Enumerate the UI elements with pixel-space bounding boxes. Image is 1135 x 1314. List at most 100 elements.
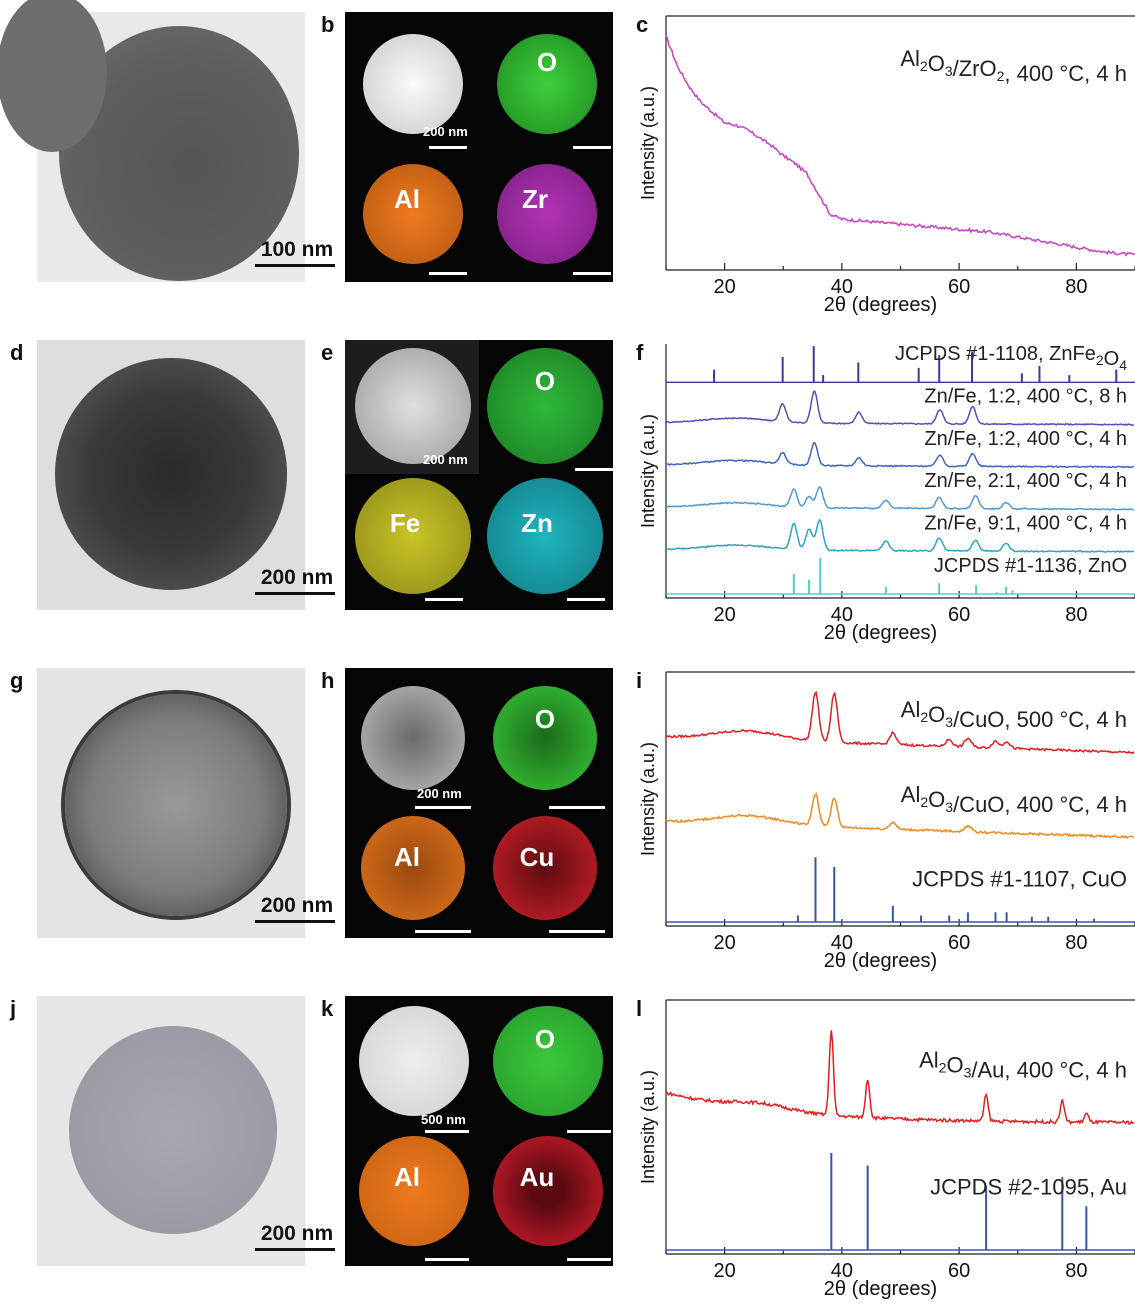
element-map	[497, 34, 597, 134]
panel-label-i: i	[636, 668, 643, 693]
row-2: d 200 nm e O Fe Zn 200 nm f 20 40 60 80 2θ (…	[0, 328, 1135, 656]
y-axis-label: Intensity (a.u.)	[638, 1070, 658, 1184]
map-scalebar	[549, 806, 605, 809]
tem-image-a: 100 nm	[0, 0, 335, 282]
x-tick-label: 80	[1065, 1260, 1087, 1282]
series-label: Zn/Fe, 9:1, 400 °C, 4 h	[924, 513, 1127, 535]
row-4: j 200 nm k O Al Au 500 nm l 20 40 60 80 2θ (…	[0, 984, 1135, 1312]
map-scalebar	[415, 806, 471, 809]
element-label: O	[534, 1024, 556, 1054]
series-line	[665, 390, 1134, 427]
element-label: Zn	[521, 508, 553, 538]
eds-map-e: O Fe Zn 200 nm	[345, 340, 613, 610]
element-map	[487, 478, 603, 594]
series-line	[665, 518, 1135, 554]
element-map	[493, 816, 597, 920]
series-label: JCPDS #1-1107, CuO	[912, 866, 1127, 891]
tem-sphere	[69, 1026, 277, 1234]
map-scalebar	[425, 598, 463, 601]
element-label: Cu	[519, 842, 555, 872]
series-label: Al2O3/Au, 400 °C, 4 h	[919, 1048, 1127, 1083]
element-label: Fe	[389, 508, 421, 538]
element-map	[359, 1136, 469, 1246]
tem-sphere	[65, 694, 287, 916]
x-tick-label: 60	[948, 604, 970, 626]
panel-label-f: f	[636, 340, 644, 365]
element-label: Al	[394, 184, 420, 214]
map-scalebar	[567, 1258, 611, 1261]
row-3: g 200 nm h O Al Cu 200 nm i 20 40 60 80 2θ (…	[0, 656, 1135, 984]
panel-label-c: c	[636, 12, 649, 37]
series-label: Al2O3/CuO, 400 °C, 4 h	[901, 782, 1127, 817]
panel-label-k: k	[321, 996, 334, 1021]
element-map	[487, 348, 603, 464]
x-tick-label: 40	[831, 932, 853, 954]
x-tick-label: 20	[714, 276, 736, 298]
x-axis-label: 2θ (degrees)	[824, 294, 937, 316]
map-scalebar	[575, 468, 613, 471]
series-label: JCPDS #1-1136, ZnO	[934, 555, 1127, 577]
tem-sphere-neighbor	[0, 0, 107, 152]
x-tick-label: 20	[714, 932, 736, 954]
y-axis-label: Intensity (a.u.)	[638, 414, 658, 528]
scalebar-label: 200 nm	[260, 566, 334, 589]
element-map	[363, 164, 463, 264]
x-tick-label: 20	[714, 604, 736, 626]
haadf-sphere	[361, 686, 465, 790]
tem-image-g: 200 nm	[37, 668, 335, 938]
element-map	[497, 164, 597, 264]
xrd-chart-c: 20 40 60 80 2θ (degrees) Intensity (a.u.) Al2O…	[638, 15, 1135, 316]
eds-map-k: O Al Au 500 nm	[345, 996, 613, 1266]
xrd-chart-i: 20 40 60 80 2θ (degrees) Intensity (a.u.) Al2O…	[638, 671, 1135, 972]
x-tick-label: 60	[948, 932, 970, 954]
panel-label-h: h	[321, 668, 335, 693]
series-line	[665, 1030, 1135, 1126]
scalebar	[255, 1248, 335, 1251]
eds-map-h: O Al Cu 200 nm	[345, 668, 613, 938]
tem-sphere	[55, 358, 287, 590]
map-scale-label: 200 nm	[423, 124, 468, 139]
panel-label-e: e	[321, 340, 334, 365]
series-line	[665, 441, 1134, 469]
panel-label-d: d	[10, 340, 24, 365]
scalebar	[255, 264, 335, 267]
map-scalebar	[573, 146, 611, 149]
element-label: O	[536, 47, 558, 77]
scalebar-label: 200 nm	[260, 1222, 334, 1245]
x-tick-label: 60	[948, 276, 970, 298]
panel-label-g: g	[10, 668, 24, 693]
series-label: JCPDS #1-1108, ZnFe2O4	[895, 343, 1127, 373]
series-line	[665, 690, 1135, 755]
map-scalebar	[429, 146, 467, 149]
x-axis-label: 2θ (degrees)	[824, 950, 937, 972]
series-label: Al2O3/CuO, 500 °C, 4 h	[901, 697, 1127, 732]
eds-map-b: O Al Zr 200 nm	[345, 12, 613, 282]
element-map	[355, 478, 471, 594]
series-label: Zn/Fe, 1:2, 400 °C, 8 h	[924, 386, 1127, 408]
element-label: Au	[519, 1162, 555, 1192]
scalebar-label: 100 nm	[260, 238, 334, 261]
map-scale-label: 500 nm	[421, 1112, 466, 1127]
panel-label-l: l	[636, 996, 643, 1021]
element-map	[361, 816, 465, 920]
series-label: JCPDS #2-1095, Au	[930, 1175, 1127, 1200]
x-tick-label: 60	[948, 1260, 970, 1282]
series-line	[665, 34, 1135, 257]
x-tick-label: 80	[1065, 276, 1087, 298]
map-scalebar	[429, 272, 467, 275]
element-label: Al	[394, 842, 420, 872]
panel-label-b: b	[321, 12, 335, 37]
map-scalebar	[549, 930, 605, 933]
map-scalebar	[567, 598, 605, 601]
haadf-sphere	[355, 348, 471, 464]
map-scalebar	[573, 272, 611, 275]
element-label: O	[534, 704, 556, 734]
scalebar	[255, 920, 335, 923]
element-label: Zr	[522, 184, 548, 214]
scalebar-label: 200 nm	[260, 894, 334, 917]
map-scalebar	[425, 1258, 469, 1261]
tem-image-d: 200 nm	[37, 340, 335, 610]
x-axis-label: 2θ (degrees)	[824, 1278, 937, 1300]
map-scalebar	[567, 1130, 611, 1133]
series-label: Al2O3/ZrO2, 400 °C, 4 h	[900, 46, 1127, 86]
